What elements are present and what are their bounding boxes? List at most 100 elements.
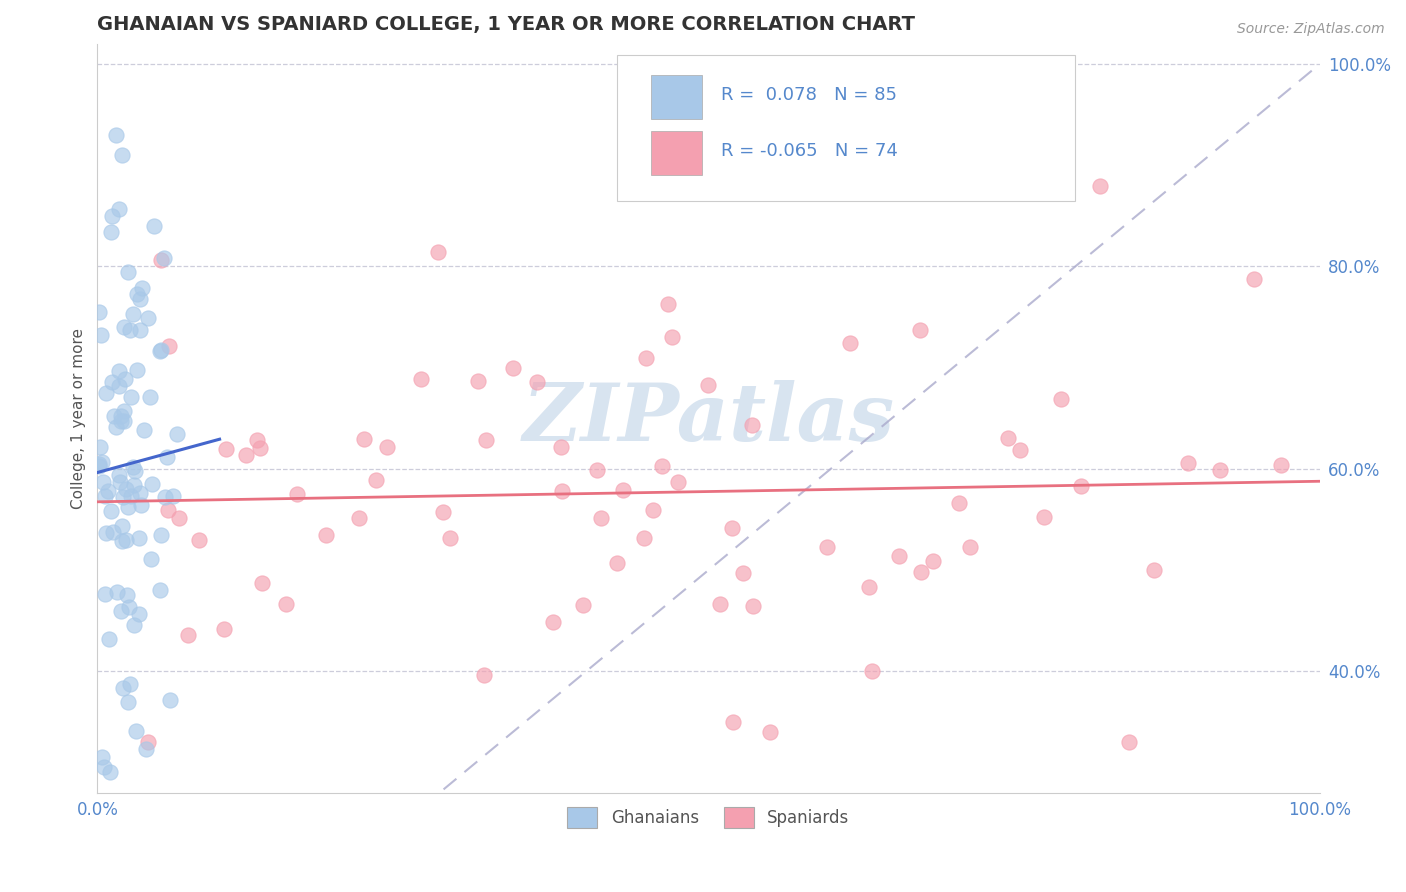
Point [315,528,337,542]
Point [815,540,838,554]
Point [94,587,117,601]
Text: ZIPatlas: ZIPatlas [523,379,894,457]
Point [91,475,114,489]
Point [87,305,110,319]
Point [731,566,754,581]
Point [439,532,461,546]
Point [96,525,118,540]
Point [1008,443,1031,458]
Point [94,489,117,503]
Point [125,286,148,301]
Point [98,765,121,780]
Point [922,554,945,568]
Point [112,491,135,505]
Point [108,379,131,393]
Point [90,749,112,764]
Point [111,533,134,548]
Point [887,549,910,564]
Point [426,245,449,260]
Point [1118,735,1140,749]
Point [347,511,370,525]
Point [651,458,673,473]
Point [135,742,157,756]
Point [910,565,932,579]
Point [758,725,780,739]
Point [472,668,495,682]
Point [93,760,115,774]
Point [166,427,188,442]
Point [114,533,136,548]
FancyBboxPatch shape [617,55,1076,201]
Point [551,483,574,498]
Point [858,580,880,594]
Point [101,210,124,224]
Point [87,457,110,471]
Point [97,632,120,646]
Point [636,351,658,366]
Point [741,599,763,613]
Point [112,413,135,427]
Point [108,475,131,489]
Point [120,677,142,691]
Point [467,374,489,388]
Point [100,225,122,239]
Point [117,500,139,515]
Point [156,450,179,464]
Point [188,533,211,548]
Point [1088,178,1111,193]
Point [105,420,128,434]
Point [111,148,134,162]
Point [112,404,135,418]
Point [1270,458,1292,472]
Point [150,253,173,268]
Point [550,440,572,454]
Point [91,454,114,468]
Point [1032,510,1054,524]
Point [721,521,744,535]
Point [948,496,970,510]
Point [114,482,136,496]
Point [252,575,274,590]
Point [136,310,159,325]
Point [100,375,122,389]
Point [697,377,720,392]
Point [1070,479,1092,493]
Point [235,448,257,462]
Point [141,477,163,491]
Point [159,692,181,706]
Point [162,490,184,504]
Point [838,335,860,350]
Point [661,330,683,344]
Point [124,464,146,478]
Text: R = -0.065   N = 74: R = -0.065 N = 74 [721,142,897,160]
Point [110,414,132,428]
Point [1177,456,1199,470]
Point [666,475,689,489]
Point [132,423,155,437]
Point [143,219,166,233]
Point [120,390,142,404]
Point [176,628,198,642]
Point [153,251,176,265]
Point [149,343,172,358]
Point [139,390,162,404]
Point [89,440,111,454]
Point [128,607,150,621]
Point [474,433,496,447]
FancyBboxPatch shape [651,131,703,175]
Point [1243,272,1265,286]
Point [128,532,150,546]
Point [353,432,375,446]
Point [129,498,152,512]
Point [526,376,548,390]
Point [108,202,131,216]
Point [90,328,112,343]
Point [375,440,398,454]
Point [1143,564,1166,578]
Point [709,598,731,612]
Point [633,531,655,545]
Point [131,280,153,294]
Point [117,265,139,279]
Y-axis label: College, 1 year or more: College, 1 year or more [72,327,86,508]
Point [502,360,524,375]
